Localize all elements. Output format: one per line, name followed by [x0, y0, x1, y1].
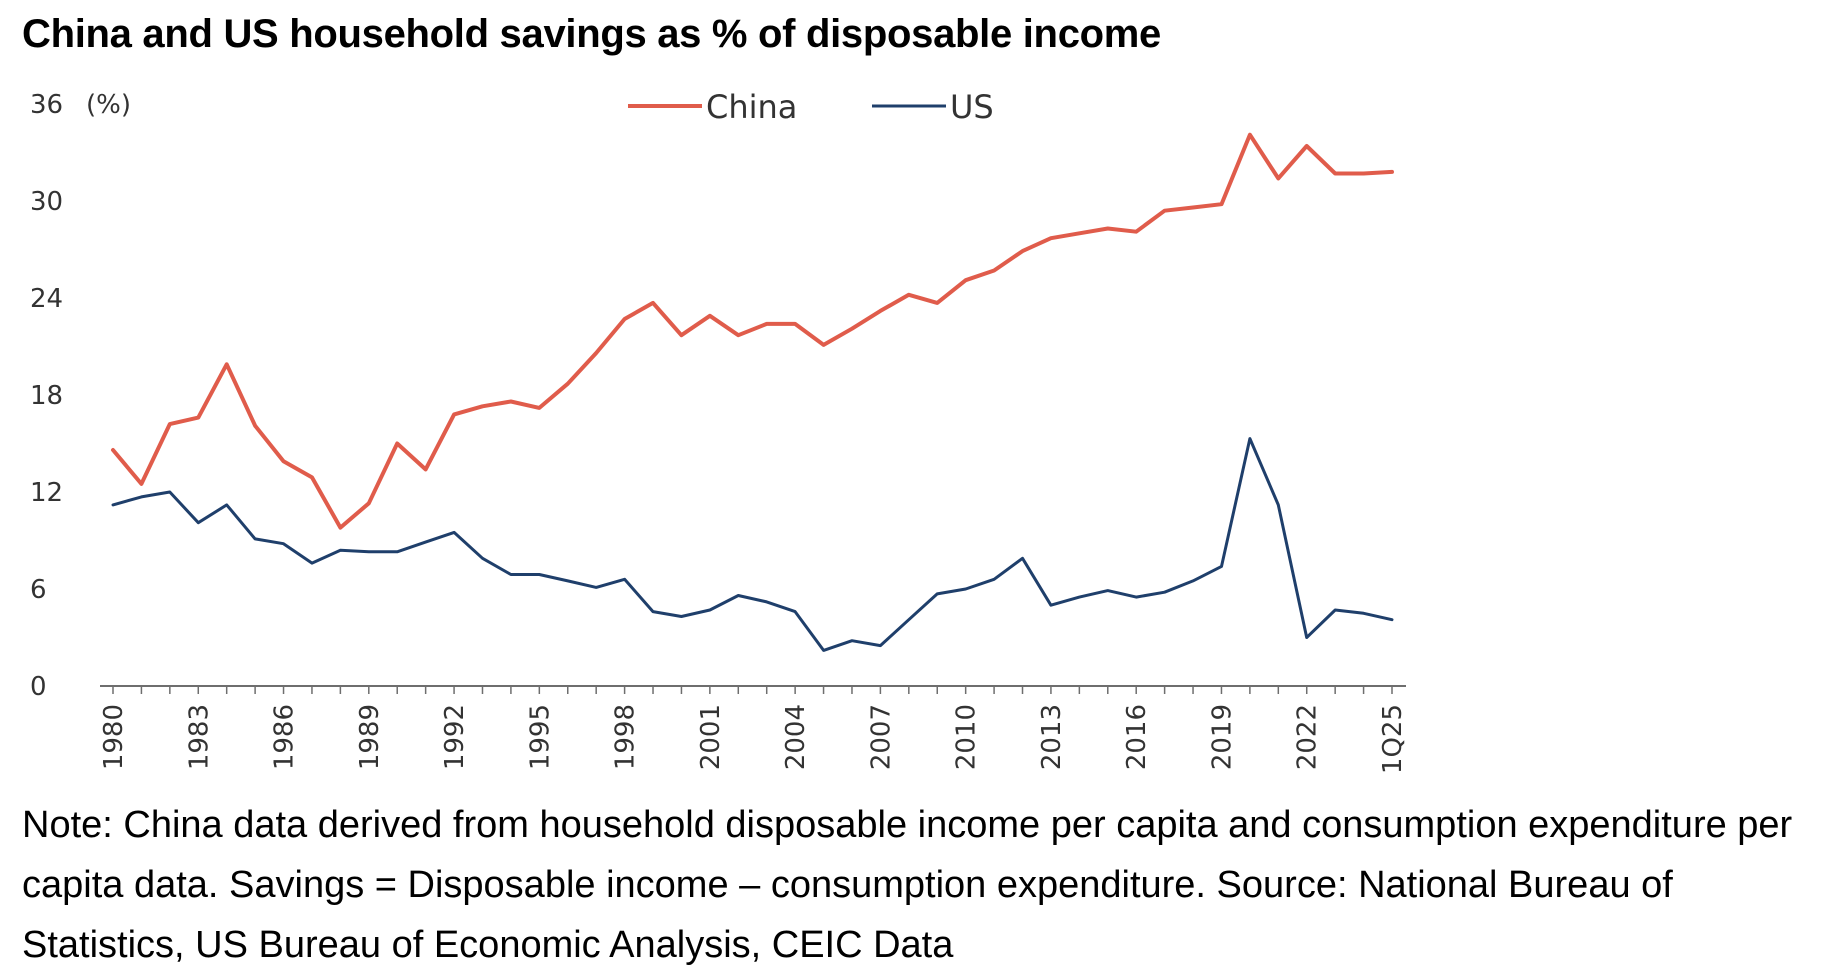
y-tick-label: 18 — [30, 381, 63, 411]
y-tick-label: 24 — [30, 284, 63, 314]
x-tick-label: 1983 — [184, 704, 214, 770]
y-tick-label: 6 — [30, 575, 47, 605]
y-tick-label: 12 — [30, 478, 63, 508]
x-tick-label: 1992 — [440, 704, 470, 770]
y-axis-unit-label: (%) — [86, 90, 131, 120]
x-tick-label: 1998 — [611, 704, 641, 770]
chart-title: China and US household savings as % of d… — [22, 12, 1161, 56]
x-tick-label: 2001 — [696, 704, 726, 770]
x-tick-label: 1986 — [270, 704, 300, 770]
legend-label-us: US — [950, 88, 994, 126]
chart-note: Note: China data derived from household … — [22, 804, 1793, 966]
x-tick-label: 2013 — [1037, 704, 1067, 770]
y-axis: 0 6 12 18 24 30 36 — [30, 90, 63, 702]
y-tick-label: 36 — [30, 90, 63, 120]
x-tick-label: 2016 — [1122, 704, 1152, 770]
x-tick-label: 1995 — [525, 704, 555, 770]
legend: China US — [628, 88, 994, 126]
x-tick-label: 2019 — [1207, 704, 1237, 770]
x-tick-label: 1Q25 — [1378, 704, 1408, 774]
line-chart: 0 6 12 18 24 30 36 (%) 1980 1983 1986 1989 1992 199… — [30, 88, 1408, 774]
x-tick-label: 1989 — [355, 704, 385, 770]
x-tick-label: 2010 — [952, 704, 982, 770]
series-line-us — [111, 437, 1394, 652]
y-tick-label: 30 — [30, 187, 63, 217]
legend-label-china: China — [706, 88, 797, 126]
series-line-china — [111, 132, 1394, 530]
y-tick-label: 0 — [30, 672, 47, 702]
x-tick-label: 2004 — [781, 704, 811, 770]
x-tick-label: 1980 — [99, 704, 129, 770]
x-axis: 1980 1983 1986 1989 1992 1995 1998 2001 2004 2007… — [99, 685, 1408, 774]
series-lines — [111, 132, 1394, 652]
x-tick-label: 2007 — [866, 704, 896, 770]
x-tick-label: 2022 — [1293, 704, 1323, 770]
